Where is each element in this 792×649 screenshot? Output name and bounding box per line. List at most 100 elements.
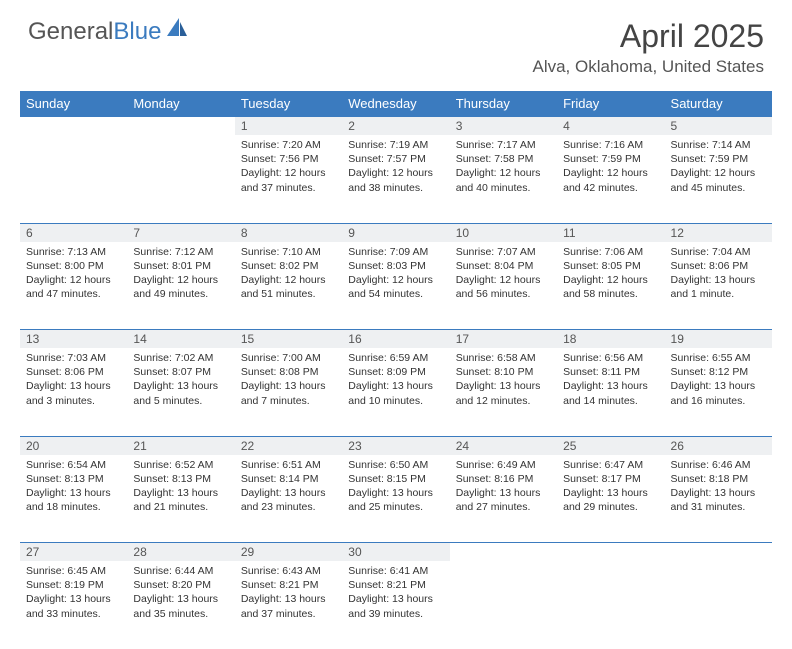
weekday-header: Sunday: [20, 91, 127, 117]
day-details: Sunrise: 6:52 AMSunset: 8:13 PMDaylight:…: [127, 455, 234, 521]
body-row: Sunrise: 7:13 AMSunset: 8:00 PMDaylight:…: [20, 242, 772, 330]
title-block: April 2025 Alva, Oklahoma, United States: [532, 18, 764, 77]
day-details: Sunrise: 6:45 AMSunset: 8:19 PMDaylight:…: [20, 561, 127, 627]
body-row: Sunrise: 7:20 AMSunset: 7:56 PMDaylight:…: [20, 135, 772, 223]
day-body-cell: Sunrise: 7:06 AMSunset: 8:05 PMDaylight:…: [557, 242, 664, 330]
day-body-cell: Sunrise: 6:46 AMSunset: 8:18 PMDaylight:…: [665, 455, 772, 543]
day-body-cell: Sunrise: 7:17 AMSunset: 7:58 PMDaylight:…: [450, 135, 557, 223]
day-number-cell: 11: [557, 223, 664, 242]
day-number-cell: 23: [342, 436, 449, 455]
day-number-cell: [127, 117, 234, 136]
day-number-cell: [450, 543, 557, 562]
day-number-cell: 5: [665, 117, 772, 136]
day-details: Sunrise: 7:16 AMSunset: 7:59 PMDaylight:…: [557, 135, 664, 201]
day-number-cell: 13: [20, 330, 127, 349]
day-number-cell: 29: [235, 543, 342, 562]
day-number-cell: 18: [557, 330, 664, 349]
day-details: Sunrise: 6:54 AMSunset: 8:13 PMDaylight:…: [20, 455, 127, 521]
weekday-header: Thursday: [450, 91, 557, 117]
day-body-cell: Sunrise: 7:03 AMSunset: 8:06 PMDaylight:…: [20, 348, 127, 436]
day-body-cell: [557, 561, 664, 649]
weekday-header: Tuesday: [235, 91, 342, 117]
day-details: Sunrise: 6:50 AMSunset: 8:15 PMDaylight:…: [342, 455, 449, 521]
day-body-cell: [127, 135, 234, 223]
day-body-cell: Sunrise: 6:51 AMSunset: 8:14 PMDaylight:…: [235, 455, 342, 543]
logo-word-1: General: [28, 18, 113, 45]
day-details: Sunrise: 7:06 AMSunset: 8:05 PMDaylight:…: [557, 242, 664, 308]
day-number-cell: 25: [557, 436, 664, 455]
day-details: Sunrise: 7:20 AMSunset: 7:56 PMDaylight:…: [235, 135, 342, 201]
day-number-cell: 17: [450, 330, 557, 349]
day-details: Sunrise: 7:07 AMSunset: 8:04 PMDaylight:…: [450, 242, 557, 308]
header: GeneralBlue April 2025 Alva, Oklahoma, U…: [0, 0, 792, 83]
day-details: Sunrise: 6:46 AMSunset: 8:18 PMDaylight:…: [665, 455, 772, 521]
body-row: Sunrise: 7:03 AMSunset: 8:06 PMDaylight:…: [20, 348, 772, 436]
weekday-header-row: SundayMondayTuesdayWednesdayThursdayFrid…: [20, 91, 772, 117]
day-number-cell: 3: [450, 117, 557, 136]
day-body-cell: Sunrise: 6:41 AMSunset: 8:21 PMDaylight:…: [342, 561, 449, 649]
day-number-cell: [557, 543, 664, 562]
body-row: Sunrise: 6:45 AMSunset: 8:19 PMDaylight:…: [20, 561, 772, 649]
day-details: Sunrise: 6:49 AMSunset: 8:16 PMDaylight:…: [450, 455, 557, 521]
day-number-cell: 30: [342, 543, 449, 562]
daynum-row: 27282930: [20, 543, 772, 562]
day-body-cell: Sunrise: 7:07 AMSunset: 8:04 PMDaylight:…: [450, 242, 557, 330]
day-details: Sunrise: 6:43 AMSunset: 8:21 PMDaylight:…: [235, 561, 342, 627]
logo-word-2: Blue: [113, 18, 161, 45]
day-body-cell: Sunrise: 7:04 AMSunset: 8:06 PMDaylight:…: [665, 242, 772, 330]
day-body-cell: Sunrise: 7:00 AMSunset: 8:08 PMDaylight:…: [235, 348, 342, 436]
day-number-cell: [20, 117, 127, 136]
day-number-cell: 28: [127, 543, 234, 562]
day-body-cell: Sunrise: 7:13 AMSunset: 8:00 PMDaylight:…: [20, 242, 127, 330]
day-number-cell: 15: [235, 330, 342, 349]
daynum-row: 13141516171819: [20, 330, 772, 349]
daynum-row: 12345: [20, 117, 772, 136]
logo: GeneralBlue: [28, 18, 191, 46]
day-body-cell: Sunrise: 6:58 AMSunset: 8:10 PMDaylight:…: [450, 348, 557, 436]
day-body-cell: Sunrise: 6:54 AMSunset: 8:13 PMDaylight:…: [20, 455, 127, 543]
day-body-cell: Sunrise: 6:47 AMSunset: 8:17 PMDaylight:…: [557, 455, 664, 543]
calendar-table: SundayMondayTuesdayWednesdayThursdayFrid…: [20, 91, 772, 649]
day-number-cell: 22: [235, 436, 342, 455]
day-number-cell: 20: [20, 436, 127, 455]
day-body-cell: Sunrise: 6:55 AMSunset: 8:12 PMDaylight:…: [665, 348, 772, 436]
day-body-cell: Sunrise: 7:19 AMSunset: 7:57 PMDaylight:…: [342, 135, 449, 223]
day-number-cell: 27: [20, 543, 127, 562]
weekday-header: Saturday: [665, 91, 772, 117]
location: Alva, Oklahoma, United States: [532, 57, 764, 77]
day-body-cell: [20, 135, 127, 223]
day-details: Sunrise: 7:00 AMSunset: 8:08 PMDaylight:…: [235, 348, 342, 414]
weekday-header: Friday: [557, 91, 664, 117]
day-details: Sunrise: 7:12 AMSunset: 8:01 PMDaylight:…: [127, 242, 234, 308]
day-body-cell: Sunrise: 7:20 AMSunset: 7:56 PMDaylight:…: [235, 135, 342, 223]
day-number-cell: 12: [665, 223, 772, 242]
day-body-cell: Sunrise: 6:56 AMSunset: 8:11 PMDaylight:…: [557, 348, 664, 436]
body-row: Sunrise: 6:54 AMSunset: 8:13 PMDaylight:…: [20, 455, 772, 543]
day-details: Sunrise: 6:44 AMSunset: 8:20 PMDaylight:…: [127, 561, 234, 627]
day-details: Sunrise: 7:19 AMSunset: 7:57 PMDaylight:…: [342, 135, 449, 201]
day-details: Sunrise: 6:59 AMSunset: 8:09 PMDaylight:…: [342, 348, 449, 414]
day-body-cell: Sunrise: 6:44 AMSunset: 8:20 PMDaylight:…: [127, 561, 234, 649]
day-number-cell: 6: [20, 223, 127, 242]
day-body-cell: Sunrise: 7:09 AMSunset: 8:03 PMDaylight:…: [342, 242, 449, 330]
logo-text: GeneralBlue: [28, 18, 161, 46]
day-number-cell: 24: [450, 436, 557, 455]
day-body-cell: [450, 561, 557, 649]
day-number-cell: 26: [665, 436, 772, 455]
day-details: Sunrise: 7:09 AMSunset: 8:03 PMDaylight:…: [342, 242, 449, 308]
day-body-cell: Sunrise: 6:45 AMSunset: 8:19 PMDaylight:…: [20, 561, 127, 649]
day-details: Sunrise: 6:55 AMSunset: 8:12 PMDaylight:…: [665, 348, 772, 414]
day-body-cell: Sunrise: 7:12 AMSunset: 8:01 PMDaylight:…: [127, 242, 234, 330]
day-body-cell: Sunrise: 6:43 AMSunset: 8:21 PMDaylight:…: [235, 561, 342, 649]
day-details: Sunrise: 6:51 AMSunset: 8:14 PMDaylight:…: [235, 455, 342, 521]
day-number-cell: 16: [342, 330, 449, 349]
day-body-cell: Sunrise: 6:59 AMSunset: 8:09 PMDaylight:…: [342, 348, 449, 436]
day-details: Sunrise: 7:03 AMSunset: 8:06 PMDaylight:…: [20, 348, 127, 414]
day-body-cell: Sunrise: 7:14 AMSunset: 7:59 PMDaylight:…: [665, 135, 772, 223]
day-body-cell: Sunrise: 7:10 AMSunset: 8:02 PMDaylight:…: [235, 242, 342, 330]
day-details: Sunrise: 6:56 AMSunset: 8:11 PMDaylight:…: [557, 348, 664, 414]
day-number-cell: 10: [450, 223, 557, 242]
daynum-row: 20212223242526: [20, 436, 772, 455]
day-details: Sunrise: 7:17 AMSunset: 7:58 PMDaylight:…: [450, 135, 557, 201]
day-body-cell: [665, 561, 772, 649]
